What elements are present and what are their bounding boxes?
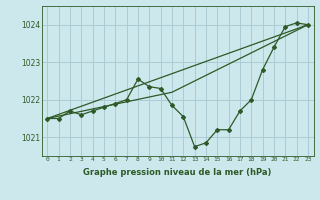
X-axis label: Graphe pression niveau de la mer (hPa): Graphe pression niveau de la mer (hPa) <box>84 168 272 177</box>
